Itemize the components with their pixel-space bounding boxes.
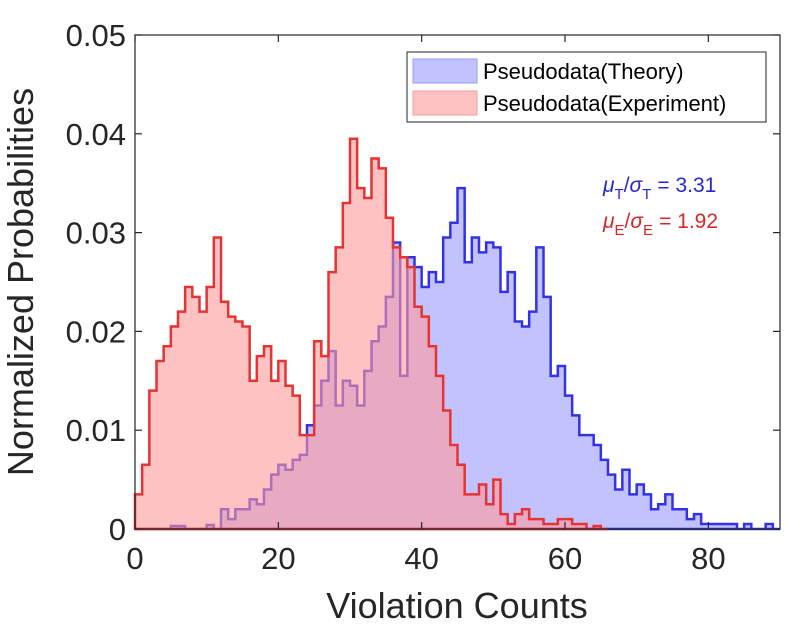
annotation-experiment-sigma-subscript: E — [643, 222, 653, 239]
annotation-experiment-mu: μ — [602, 210, 615, 233]
legend-swatch-theory — [412, 58, 478, 84]
legend: Pseudodata(Theory) Pseudodata(Experiment… — [406, 51, 767, 123]
y-tick-label: 0.04 — [66, 117, 126, 152]
histogram-layer — [133, 137, 780, 531]
annotation-theory-mu-subscript: T — [615, 186, 624, 203]
y-axis-label: Normalized Probabilities — [0, 88, 41, 476]
annotation-theory-slash: / — [624, 174, 630, 197]
x-tick-label: 60 — [548, 541, 582, 576]
annotation-theory-mu: μ — [602, 174, 615, 197]
x-tick-label: 40 — [404, 541, 438, 576]
annotation-experiment-mu-subscript: E — [615, 222, 625, 239]
histogram-outline-experiment — [133, 137, 608, 531]
annotation-theory-value: = 3.31 — [657, 174, 716, 197]
y-tick-label: 0.03 — [66, 216, 126, 251]
y-tick-label: 0.05 — [66, 18, 126, 53]
x-axis-label: Violation Counts — [326, 585, 588, 624]
y-tick-label: 0.01 — [66, 413, 126, 448]
y-tick-label: 0.02 — [66, 314, 126, 349]
annotation-experiment-value: = 1.92 — [659, 210, 718, 233]
axes-frame — [134, 34, 781, 530]
y-tick-label: 0 — [109, 512, 126, 547]
annotation-experiment-slash: / — [625, 210, 631, 233]
ratio-annotations: μT/σT = 3.31 μE/σE = 1.92 — [602, 174, 718, 239]
axis-ticks: 0 20 40 60 80 0 0.01 0.02 0.03 0.04 0.05 — [66, 18, 780, 576]
series-experiment — [133, 137, 608, 531]
legend-label-theory: Pseudodata(Theory) — [483, 59, 684, 84]
x-tick-label: 20 — [261, 541, 295, 576]
histogram-fill-theory — [135, 188, 780, 529]
annotation-experiment-ratio: μE/σE = 1.92 — [602, 210, 718, 239]
annotation-theory-sigma-subscript: T — [642, 186, 651, 203]
legend-label-experiment: Pseudodata(Experiment) — [483, 91, 726, 116]
legend-swatch-experiment — [412, 90, 478, 116]
annotation-theory-ratio: μT/σT = 3.31 — [602, 174, 716, 203]
annotation-experiment-sigma: σ — [630, 210, 644, 233]
histogram-fill-experiment — [135, 138, 608, 530]
annotation-theory-sigma: σ — [630, 174, 644, 197]
x-tick-label: 80 — [691, 541, 725, 576]
x-tick-label: 0 — [126, 541, 143, 576]
